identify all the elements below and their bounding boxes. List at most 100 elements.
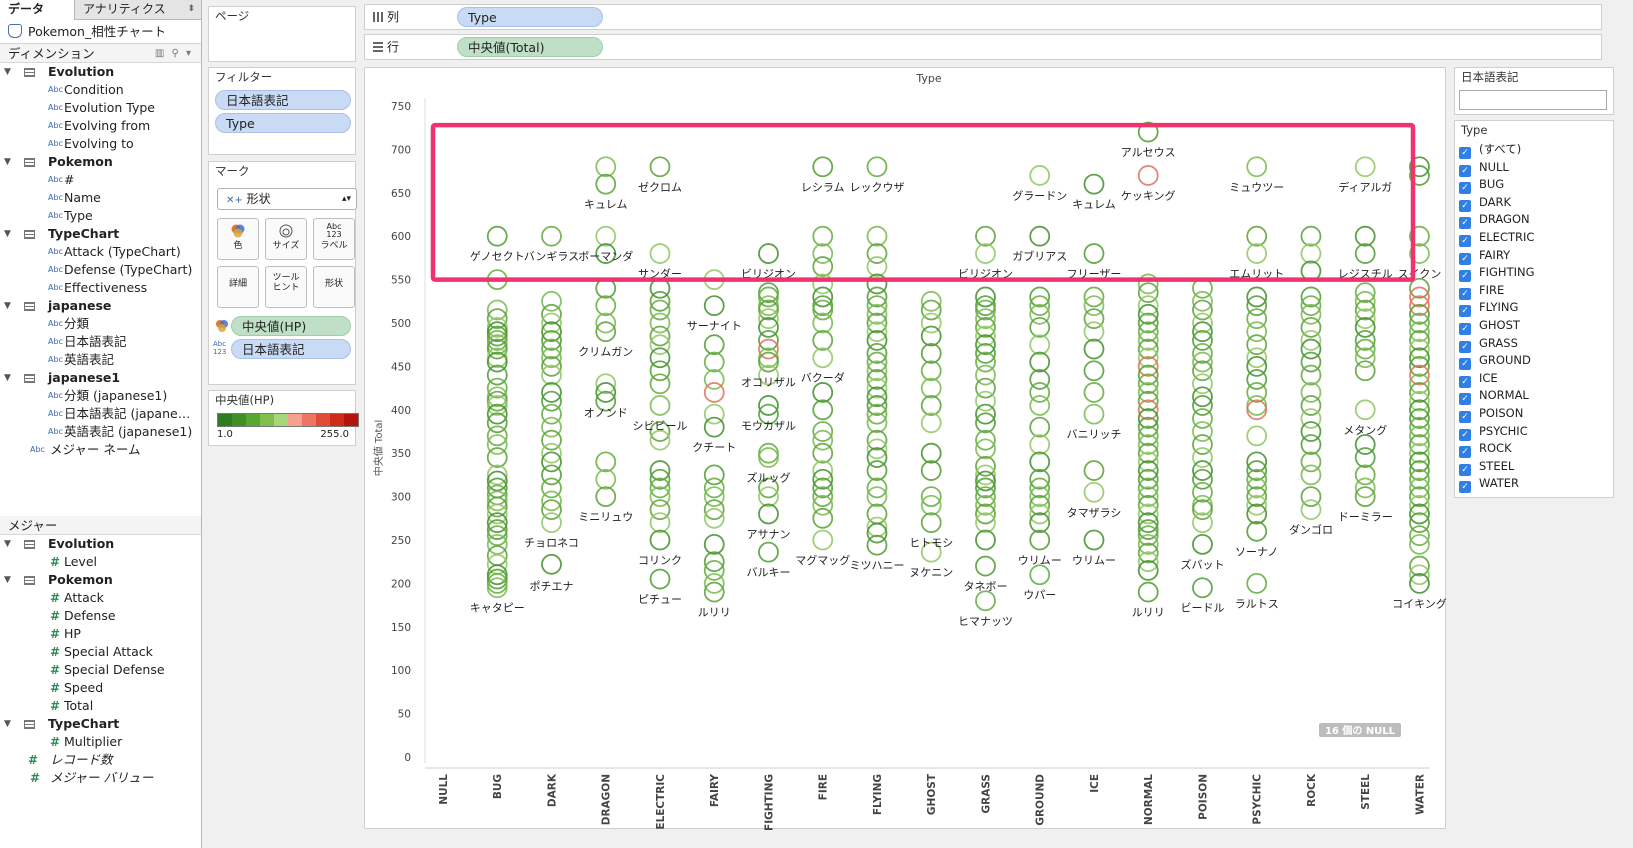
dimension-field[interactable]: Abc 日本語表記 (0, 333, 201, 351)
data-point[interactable] (486, 347, 508, 369)
data-point[interactable] (920, 541, 942, 563)
data-point[interactable] (1300, 243, 1322, 264)
data-point[interactable] (1137, 525, 1159, 547)
data-point[interactable] (541, 477, 562, 499)
checkbox-checked-icon[interactable]: ✓ (1459, 199, 1471, 212)
data-point[interactable] (920, 395, 942, 416)
data-point[interactable] (1137, 121, 1159, 143)
data-point[interactable] (975, 334, 996, 356)
data-point[interactable] (703, 295, 725, 317)
data-point[interactable] (486, 325, 508, 347)
data-point[interactable] (758, 338, 779, 360)
data-point[interactable] (1083, 460, 1105, 481)
data-point[interactable] (1409, 347, 1430, 369)
dimension-field[interactable]: Abc 英語表記 (japanese1) (0, 423, 201, 441)
data-point[interactable] (1029, 512, 1051, 534)
data-point[interactable] (486, 299, 508, 321)
data-point[interactable] (486, 434, 508, 455)
data-point[interactable] (1137, 460, 1159, 481)
data-point[interactable] (1083, 321, 1105, 343)
rows-shelf[interactable]: 行 中央値(Total) (364, 34, 1602, 60)
data-point[interactable] (1354, 477, 1376, 499)
data-point[interactable] (1246, 347, 1268, 369)
data-point[interactable] (486, 351, 508, 373)
filter-pill-type[interactable]: Type (215, 113, 351, 133)
data-point[interactable] (1029, 416, 1051, 438)
checkbox-checked-icon[interactable]: ✓ (1459, 358, 1471, 371)
data-point[interactable] (1246, 286, 1268, 308)
data-point[interactable] (920, 442, 942, 464)
data-point[interactable] (758, 329, 779, 351)
dimension-group[interactable]: ▼ japanese (0, 297, 201, 315)
data-point[interactable] (1192, 329, 1213, 351)
checkbox-checked-icon[interactable]: ✓ (1459, 182, 1471, 195)
data-point[interactable] (703, 403, 725, 425)
data-point[interactable] (812, 312, 834, 334)
dimension-field[interactable]: Abc Evolving to (0, 135, 201, 153)
data-point[interactable] (595, 173, 617, 195)
data-point[interactable] (975, 351, 996, 373)
data-point[interactable] (1029, 494, 1051, 516)
color-button[interactable]: 色 (217, 218, 259, 260)
data-point[interactable] (866, 256, 888, 277)
checkbox-checked-icon[interactable]: ✓ (1459, 411, 1471, 423)
data-point[interactable] (866, 225, 888, 247)
data-point[interactable] (1083, 360, 1105, 382)
data-point[interactable] (649, 334, 671, 356)
data-point[interactable] (866, 312, 888, 334)
data-point[interactable] (1409, 442, 1430, 464)
type-filter-item[interactable]: ✓ ROCK (1459, 440, 1512, 459)
data-point[interactable] (1029, 434, 1051, 455)
data-point[interactable] (866, 395, 888, 416)
data-point[interactable] (1083, 308, 1105, 330)
data-point[interactable] (595, 468, 617, 490)
data-point[interactable] (1409, 525, 1430, 547)
tab-data[interactable]: データ (0, 0, 75, 20)
data-point[interactable] (1029, 529, 1051, 551)
data-point[interactable] (1192, 494, 1213, 516)
data-point[interactable] (649, 373, 671, 395)
data-point[interactable] (649, 429, 671, 451)
data-point[interactable] (1246, 503, 1268, 525)
data-point[interactable] (812, 347, 834, 369)
data-point[interactable] (1137, 390, 1159, 412)
dimension-field[interactable]: Abc 分類 (japanese1) (0, 387, 201, 405)
data-point[interactable] (866, 522, 888, 544)
data-point[interactable] (1137, 425, 1159, 447)
caret-down-icon[interactable]: ▼ (4, 575, 11, 585)
type-filter-item[interactable]: ✓ ICE (1459, 370, 1498, 388)
data-point[interactable] (1300, 364, 1322, 386)
caret-down-icon[interactable]: ▼ (4, 373, 11, 383)
data-point[interactable] (812, 460, 834, 481)
dimension-field[interactable]: Abc Condition (0, 81, 201, 99)
data-point[interactable] (1300, 464, 1322, 486)
data-point[interactable] (1137, 329, 1159, 351)
dimension-field[interactable]: Abc Effectiveness (0, 279, 201, 297)
data-point[interactable] (1409, 494, 1430, 516)
data-point[interactable] (703, 382, 725, 403)
type-filter-item[interactable]: ✓ FIRE (1459, 282, 1504, 300)
data-point[interactable] (1246, 425, 1268, 447)
data-point[interactable] (486, 225, 508, 247)
data-point[interactable] (1192, 290, 1213, 312)
data-point[interactable] (866, 438, 888, 460)
data-point[interactable] (1192, 351, 1213, 373)
size-button[interactable]: サイズ (265, 218, 307, 260)
measure-field[interactable]: # Level (0, 553, 201, 571)
data-point[interactable] (1029, 165, 1051, 186)
data-point[interactable] (1029, 451, 1051, 473)
data-point[interactable] (1354, 282, 1376, 304)
data-point[interactable] (1300, 486, 1322, 508)
data-point[interactable] (649, 312, 671, 334)
measure-group[interactable]: ▼ TypeChart (0, 715, 201, 733)
rows-pill-total[interactable]: 中央値(Total) (457, 37, 603, 57)
data-point[interactable] (541, 290, 562, 312)
data-point[interactable] (1300, 295, 1322, 317)
data-point[interactable] (1354, 338, 1376, 360)
data-point[interactable] (1137, 312, 1159, 334)
data-point[interactable] (1300, 286, 1322, 308)
data-point[interactable] (1300, 316, 1322, 338)
data-point[interactable] (1192, 577, 1213, 599)
data-point[interactable] (1246, 295, 1268, 317)
data-point[interactable] (1029, 468, 1051, 490)
